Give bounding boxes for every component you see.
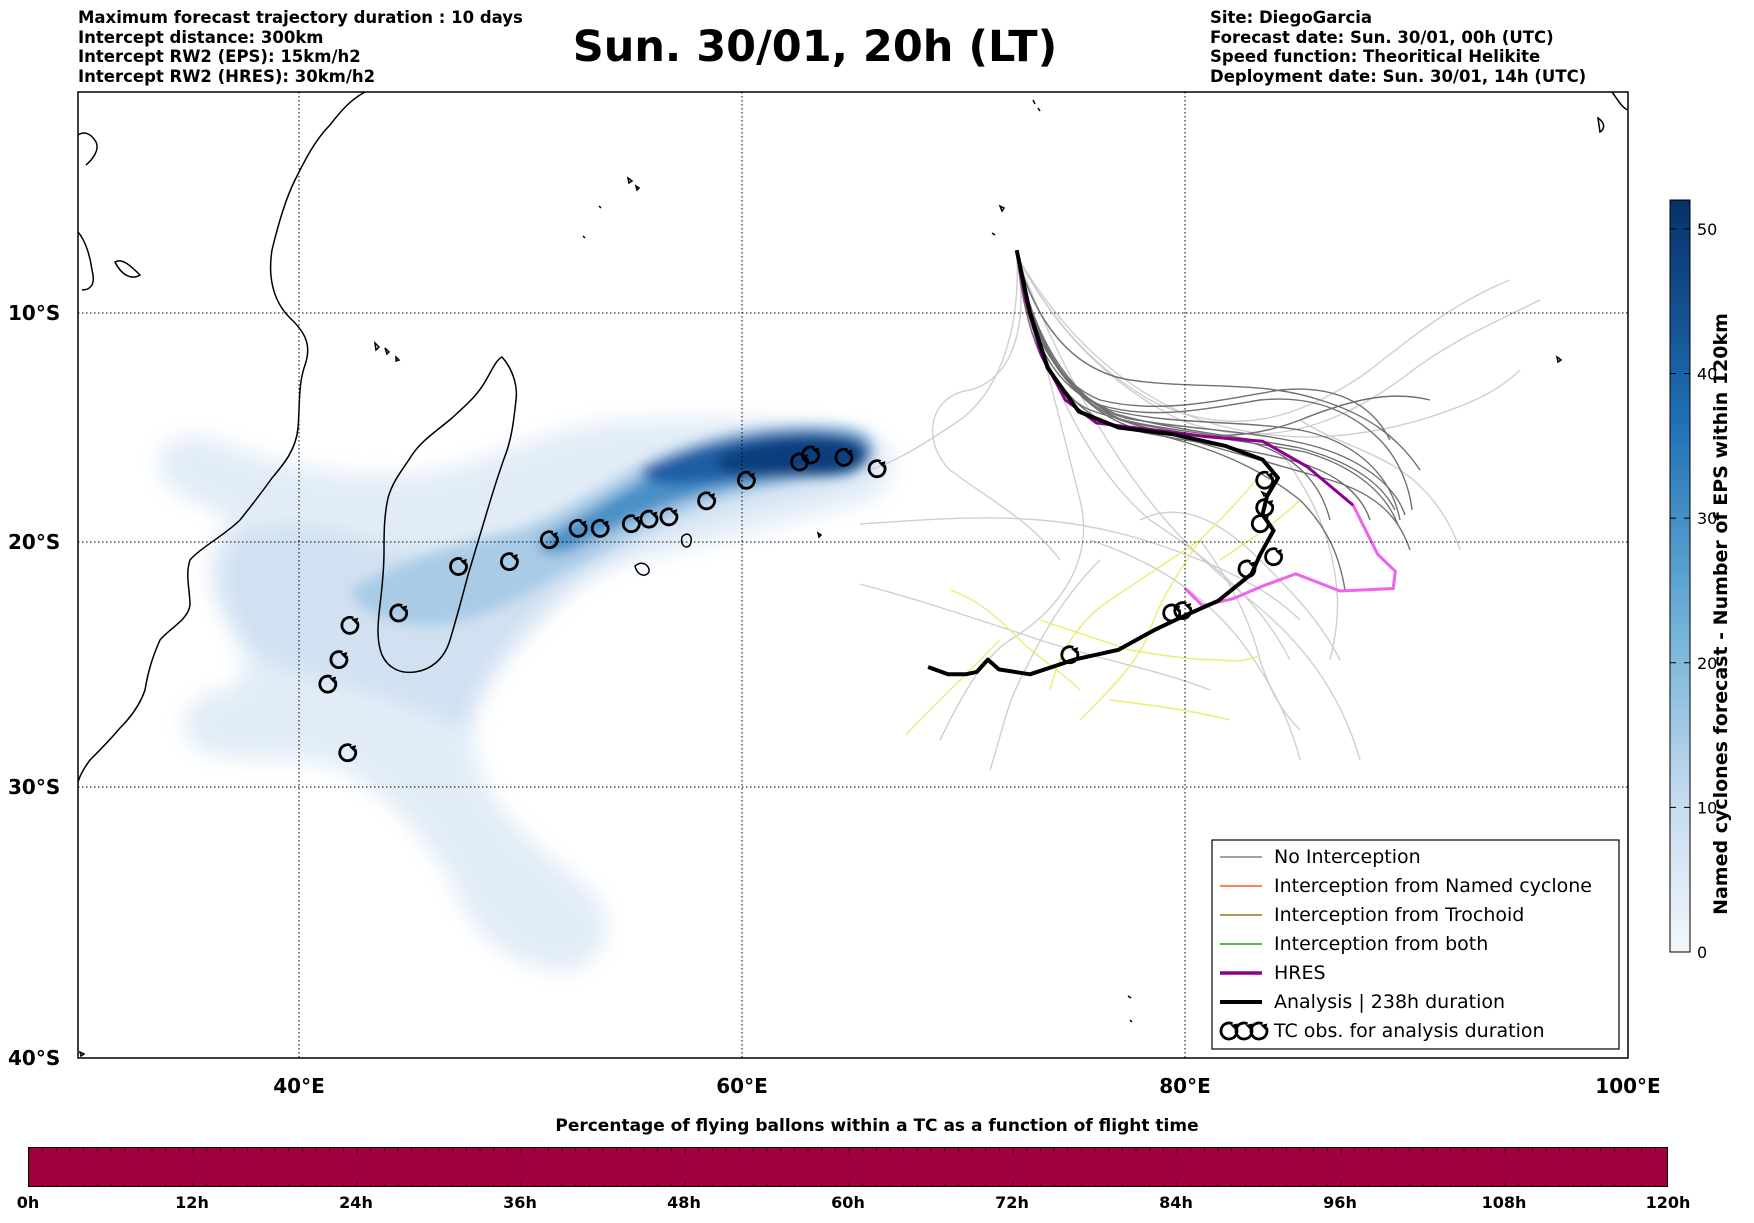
lon-label: 80°E (1159, 1074, 1211, 1098)
flight-time-title: Percentage of flying ballons within a TC… (555, 1116, 1199, 1136)
param-line: Intercept RW2 (EPS): 15km/h2 (78, 47, 361, 66)
legend-label: Interception from Named cyclone (1274, 875, 1592, 897)
site-info-line: Deployment date: Sun. 30/01, 14h (UTC) (1210, 66, 1587, 86)
flight-time-bar (28, 1147, 1668, 1187)
colorbar-label: Named cyclones forecast - Number of EPS … (1710, 313, 1732, 915)
legend-label: HRES (1274, 962, 1326, 984)
coastlines (78, 92, 1628, 1058)
flight-time-label: 96h (1323, 1193, 1357, 1212)
colorbar: 0 10 20 30 40 50 (1669, 199, 1717, 962)
longitude-labels: 40°E 60°E 80°E 100°E (273, 1074, 1660, 1098)
lat-label: 10°S (8, 301, 60, 325)
param-line: Intercept distance: 300km (78, 27, 324, 47)
colorbar-tick-label: 40 (1697, 365, 1717, 384)
flight-time-label: 84h (1159, 1193, 1193, 1212)
flight-time-label: 24h (339, 1193, 373, 1212)
legend-label: Analysis | 238h duration (1274, 991, 1505, 1013)
site-info-line: Forecast date: Sun. 30/01, 00h (UTC) (1210, 27, 1554, 47)
flight-time-label: 72h (995, 1193, 1029, 1212)
colorbar-tick-label: 20 (1697, 654, 1717, 673)
flight-time-label: 60h (831, 1193, 865, 1212)
site-info: Site: DiegoGarcia Forecast date: Sun. 30… (1210, 8, 1586, 86)
colorbar-scale (1669, 199, 1691, 953)
colorbar-tick-label: 50 (1697, 220, 1717, 239)
colorbar-ticks: 0 10 20 30 40 50 (1670, 220, 1717, 962)
flight-time-label: 108h (1481, 1193, 1527, 1212)
lon-label: 40°E (273, 1074, 325, 1098)
ensemble-trajectories-yellow (905, 474, 1301, 736)
colorbar-tick-label: 30 (1697, 509, 1717, 528)
flight-time-label: 48h (667, 1193, 701, 1212)
map-title: Sun. 30/01, 20h (LT) (572, 22, 1058, 72)
flight-time-label: 0h (16, 1193, 40, 1212)
flight-time-label: 120h (1645, 1193, 1691, 1212)
site-info-line: Site: DiegoGarcia (1210, 8, 1373, 27)
colorbar-tick-label: 10 (1697, 798, 1717, 817)
lat-label: 40°S (8, 1046, 60, 1070)
cyclone-density-field (158, 418, 894, 972)
analysis-track (927, 249, 1280, 677)
site-info-line: Speed function: Theoritical Helikite (1210, 47, 1541, 66)
forecast-parameters: Maximum forecast trajectory duration : 1… (78, 8, 523, 86)
lon-label: 100°E (1595, 1074, 1660, 1098)
legend-label: Interception from both (1274, 933, 1488, 955)
flight-time-label: 12h (175, 1193, 209, 1212)
param-line: Intercept RW2 (HRES): 30km/h2 (78, 66, 376, 86)
lat-label: 20°S (8, 530, 60, 554)
latitude-labels: 10°S 20°S 30°S 40°S (8, 301, 60, 1070)
colorbar-tick-label: 0 (1697, 943, 1707, 962)
flight-time-label: 36h (503, 1193, 537, 1212)
param-line: Maximum forecast trajectory duration : 1… (78, 8, 523, 27)
legend: No Interception Interception from Named … (1211, 839, 1620, 1050)
gridlines (78, 92, 1628, 1058)
lon-label: 60°E (716, 1074, 768, 1098)
legend-label: Interception from Trochoid (1274, 904, 1524, 926)
legend-box (1211, 839, 1620, 1050)
legend-label: TC obs. for analysis duration (1273, 1020, 1545, 1042)
legend-label: No Interception (1274, 846, 1421, 868)
map-border (77, 91, 1629, 1059)
lat-label: 30°S (8, 775, 60, 799)
flight-time-bar-ticks (29, 1148, 1656, 1186)
